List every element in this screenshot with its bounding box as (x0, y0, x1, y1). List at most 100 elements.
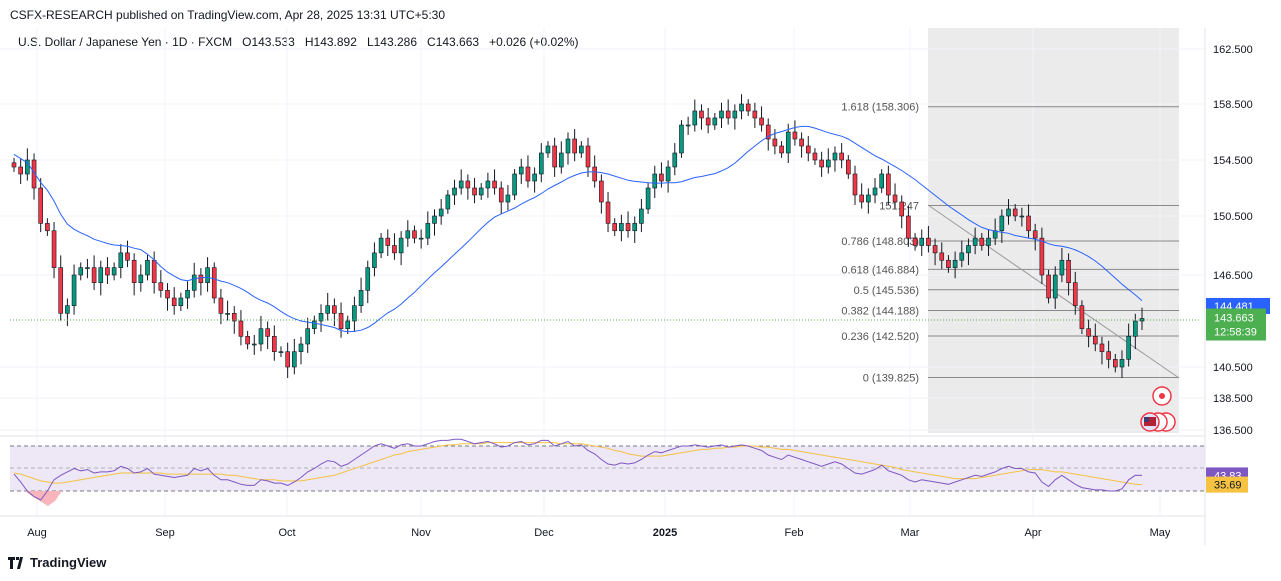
candle-body (1039, 237, 1045, 276)
event-markers[interactable] (1140, 386, 1176, 432)
open-value: 143.533 (251, 35, 295, 49)
candle-body (105, 267, 110, 276)
rsi-ma-value-tag (1206, 476, 1248, 493)
candle-body (792, 131, 798, 140)
candle-body (425, 223, 431, 239)
candle-body (11, 162, 17, 168)
candle-body (552, 145, 557, 168)
candle-body (385, 237, 391, 246)
price-tick-label: 162.500 (1213, 44, 1253, 56)
candle-body (352, 305, 357, 322)
fib-level-label: 1.618 (158.306) (841, 102, 919, 114)
candle-body (866, 194, 871, 203)
candle-body (338, 313, 344, 329)
candle-body (78, 267, 84, 276)
candle-body (1119, 359, 1125, 368)
candle-body (966, 245, 971, 254)
candle-body (265, 328, 270, 337)
candle-body (25, 159, 30, 175)
candle-body (418, 237, 424, 240)
time-tick-label: May (1150, 527, 1171, 539)
candle-body (278, 351, 284, 353)
candle-body (472, 187, 477, 196)
candle-body (839, 152, 844, 161)
rsi-oversold-fill (25, 491, 62, 506)
candle-body (325, 305, 331, 314)
candle-body (305, 328, 310, 345)
candle-body (906, 215, 911, 239)
candle-body (859, 194, 864, 203)
candle-body (979, 237, 985, 246)
candle-body (505, 194, 511, 203)
tradingview-logo-icon (8, 556, 26, 569)
candle-body (125, 252, 130, 261)
candle-body (926, 237, 931, 246)
candle-body (412, 230, 417, 239)
price-tick-label: 140.500 (1213, 362, 1253, 374)
candle-body (365, 267, 371, 291)
fib-level-label: 151.247 (879, 201, 919, 213)
moving-average-line (13, 125, 1143, 333)
price-tick-label: 146.500 (1213, 270, 1253, 282)
candle-body (899, 201, 905, 217)
candle-body (886, 173, 891, 196)
us-flag-icon (1144, 417, 1156, 426)
fib-level-label: 0.618 (146.884) (841, 264, 919, 276)
candle-body (358, 290, 364, 306)
candle-body (659, 173, 664, 182)
fib-level-label: 0.382 (144.188) (841, 305, 919, 317)
candle-body (231, 313, 237, 322)
candle-body (65, 305, 70, 314)
last-price-label: 143.663 (1214, 313, 1254, 325)
candle-body (739, 103, 744, 112)
candle-body (572, 138, 577, 154)
rsi-line (13, 438, 1143, 501)
candle-body (825, 159, 831, 168)
low-label: L (366, 35, 374, 49)
candle-body (178, 297, 184, 306)
candle-body (632, 223, 638, 232)
candle-body (799, 138, 804, 147)
candle-body (759, 117, 764, 126)
candle-body (812, 152, 818, 161)
candle-body (191, 274, 197, 291)
candle-body (992, 230, 998, 239)
candle-body (518, 166, 524, 175)
tradingview-brand: TradingView (30, 555, 107, 570)
candle-body (846, 159, 851, 175)
candle-body (272, 336, 277, 352)
tradingview-footer[interactable]: TradingView (8, 555, 106, 570)
candle-body (645, 187, 651, 210)
candle-body (1099, 343, 1105, 352)
candle-body (1072, 282, 1078, 306)
candlesticks (11, 94, 1145, 379)
candle-body (118, 252, 124, 268)
candle-body (372, 252, 377, 268)
symbol-name[interactable]: U.S. Dollar / Japanese Yen · 1D · FXCM (18, 35, 233, 49)
candle-body (785, 131, 791, 154)
candle-body (1026, 215, 1031, 232)
candle-body (251, 343, 257, 346)
candle-body (559, 152, 564, 168)
candle-body (712, 117, 718, 126)
us-flag-canton (1144, 417, 1149, 422)
candle-body (1019, 215, 1025, 218)
rsi-ma-value-label: 35.69 (1214, 480, 1242, 492)
fib-zone-background (928, 28, 1179, 433)
candle-body (545, 145, 551, 154)
candle-body (145, 259, 150, 276)
candle-body (51, 230, 57, 268)
candle-body (71, 274, 77, 306)
candle-body (312, 320, 317, 329)
candle-body (972, 237, 978, 246)
candle-body (752, 110, 758, 119)
candle-body (165, 290, 170, 299)
price-axis[interactable]: 162.500 158.500 154.500 150.500 146.500 140.5… (1213, 44, 1253, 437)
candle-body (692, 110, 698, 126)
candle-body (699, 110, 704, 119)
candle-body (225, 313, 230, 315)
time-axis[interactable]: Aug Sep Oct Nov Dec 2025 Feb Mar Apr May (27, 527, 1171, 539)
candle-body (879, 173, 884, 189)
